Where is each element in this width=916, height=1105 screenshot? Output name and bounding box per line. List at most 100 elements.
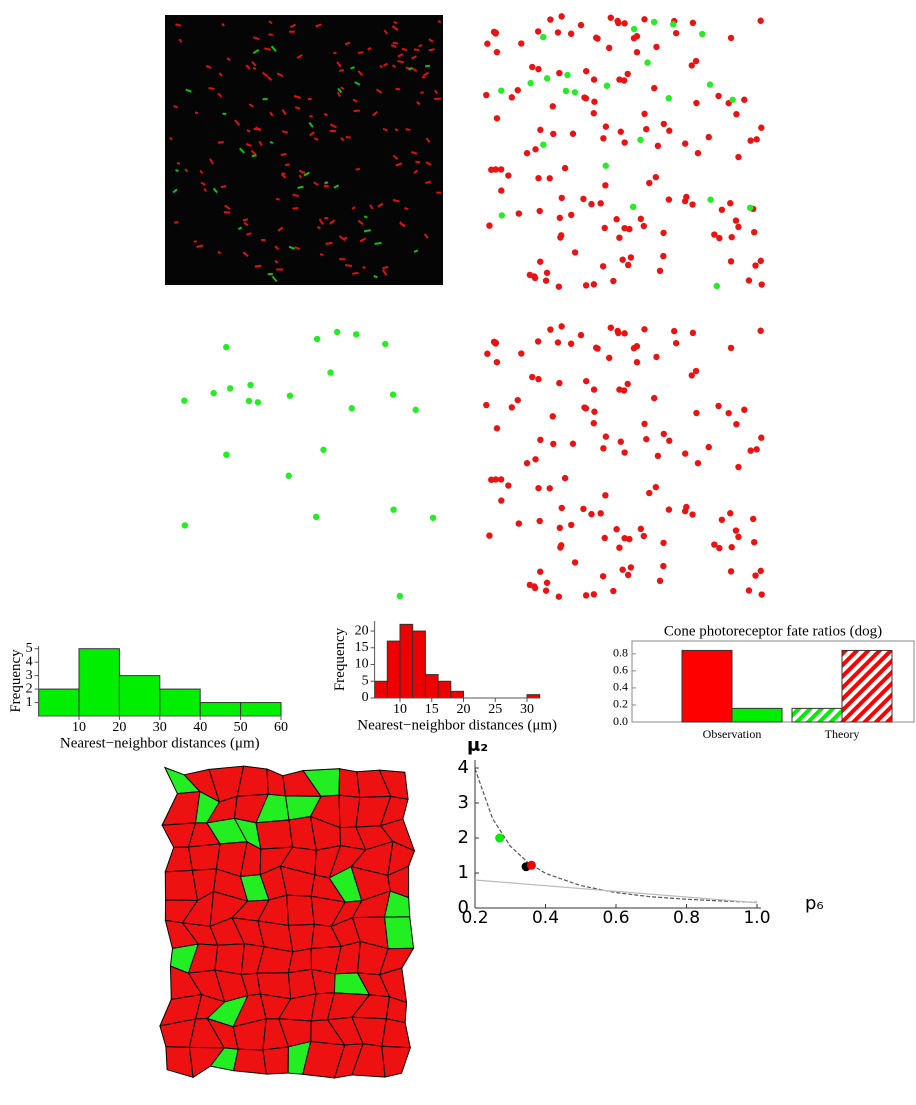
red-cone — [597, 200, 603, 206]
chart-title: Cone photoreceptor fate ratios (dog) — [664, 623, 882, 639]
micro-cell — [420, 92, 423, 93]
green-cone — [327, 369, 333, 375]
y-tick-label: 0.8 — [613, 646, 628, 660]
y-tick-label: 0.2 — [613, 697, 628, 711]
red-cone — [747, 137, 753, 143]
micro-cell — [252, 155, 257, 156]
red-cone — [655, 143, 661, 149]
red-cone — [757, 18, 763, 24]
micro-cell — [176, 170, 179, 171]
red-cone — [535, 338, 541, 344]
micro-cell — [358, 52, 363, 53]
red-cone — [638, 526, 644, 532]
red-cone — [758, 435, 764, 441]
red-cone — [531, 273, 537, 279]
red-cone — [535, 66, 541, 72]
green-cone — [637, 137, 643, 143]
red-cone — [550, 441, 556, 447]
red-cone — [641, 223, 647, 229]
red-cone — [706, 134, 712, 140]
cell — [263, 1047, 288, 1074]
micro-cell — [404, 208, 408, 209]
green-cone — [210, 390, 216, 396]
micro-cell — [406, 129, 411, 130]
green-cone — [287, 393, 293, 399]
red-cone — [591, 591, 597, 597]
cell — [288, 924, 314, 951]
red-cone — [550, 131, 556, 137]
y-tick-label: 20 — [355, 623, 369, 638]
red-cone — [660, 563, 666, 569]
green-cone — [729, 97, 735, 103]
red-cone — [666, 196, 672, 202]
red-cone — [690, 20, 696, 26]
y-tick-label: 5 — [362, 673, 369, 688]
green-cone — [390, 506, 396, 512]
red-cone — [558, 323, 564, 329]
red-cone — [498, 187, 504, 193]
red-cone — [641, 16, 647, 22]
cell — [256, 820, 293, 849]
green-cone — [644, 59, 650, 65]
y-tick-label: 1 — [458, 862, 469, 883]
green-cone — [247, 382, 253, 388]
green-cone — [182, 522, 188, 528]
x-tick-label: 30 — [520, 702, 534, 717]
micro-cell — [195, 112, 198, 113]
red-cone — [557, 215, 563, 221]
red-cone — [719, 207, 725, 213]
red-cone — [641, 533, 647, 539]
green-cone — [314, 336, 320, 342]
green-cone — [572, 89, 578, 95]
red-cone — [634, 359, 640, 365]
bar — [425, 675, 438, 698]
y-axis-label: μ₂ — [467, 735, 488, 756]
green-cone — [699, 31, 705, 37]
red-cone — [591, 99, 597, 105]
red-cone — [518, 350, 524, 356]
green-cone — [223, 451, 229, 457]
cell — [162, 792, 200, 826]
red-cone — [515, 87, 521, 93]
y-tick-label: 1 — [26, 695, 33, 710]
x-tick-label: 15 — [425, 702, 439, 717]
red-cone — [746, 277, 752, 283]
red-cone — [570, 131, 576, 137]
cell — [189, 844, 221, 870]
x-axis-label: p₆ — [805, 893, 824, 914]
green-cone — [334, 329, 340, 335]
red-cone — [597, 510, 603, 516]
red-cone — [626, 226, 632, 232]
y-tick-label: 10 — [355, 657, 369, 672]
red-cone — [621, 449, 627, 455]
micro-cell — [298, 187, 304, 188]
micro-cell — [352, 207, 355, 209]
red-cone — [619, 566, 625, 572]
red-cone — [602, 182, 608, 188]
red-cone — [610, 278, 616, 284]
y-tick-label: 3 — [458, 792, 469, 813]
red-cone — [556, 380, 562, 386]
red-cone — [568, 31, 574, 37]
green-cone — [255, 399, 261, 405]
red-cone — [483, 402, 489, 408]
bar — [375, 681, 388, 698]
red-cone — [621, 139, 627, 145]
green-cone — [540, 34, 546, 40]
red-cone — [706, 444, 712, 450]
red-cone — [618, 129, 624, 135]
x-axis-label: Nearest−neighbor distances (μm) — [357, 717, 557, 733]
red-cone — [735, 534, 741, 540]
x-tick-label: 0.6 — [602, 908, 629, 928]
y-tick-label: 4 — [458, 757, 469, 778]
red-cone — [608, 324, 614, 330]
red-cone — [591, 281, 597, 287]
red-cone — [646, 490, 652, 496]
red-cone — [591, 409, 597, 415]
micro-cell — [270, 142, 273, 143]
red-cone — [752, 262, 758, 268]
red-cone — [591, 420, 597, 426]
micro-cell — [281, 154, 287, 155]
red-cone — [631, 345, 637, 351]
red-cone — [557, 525, 563, 531]
